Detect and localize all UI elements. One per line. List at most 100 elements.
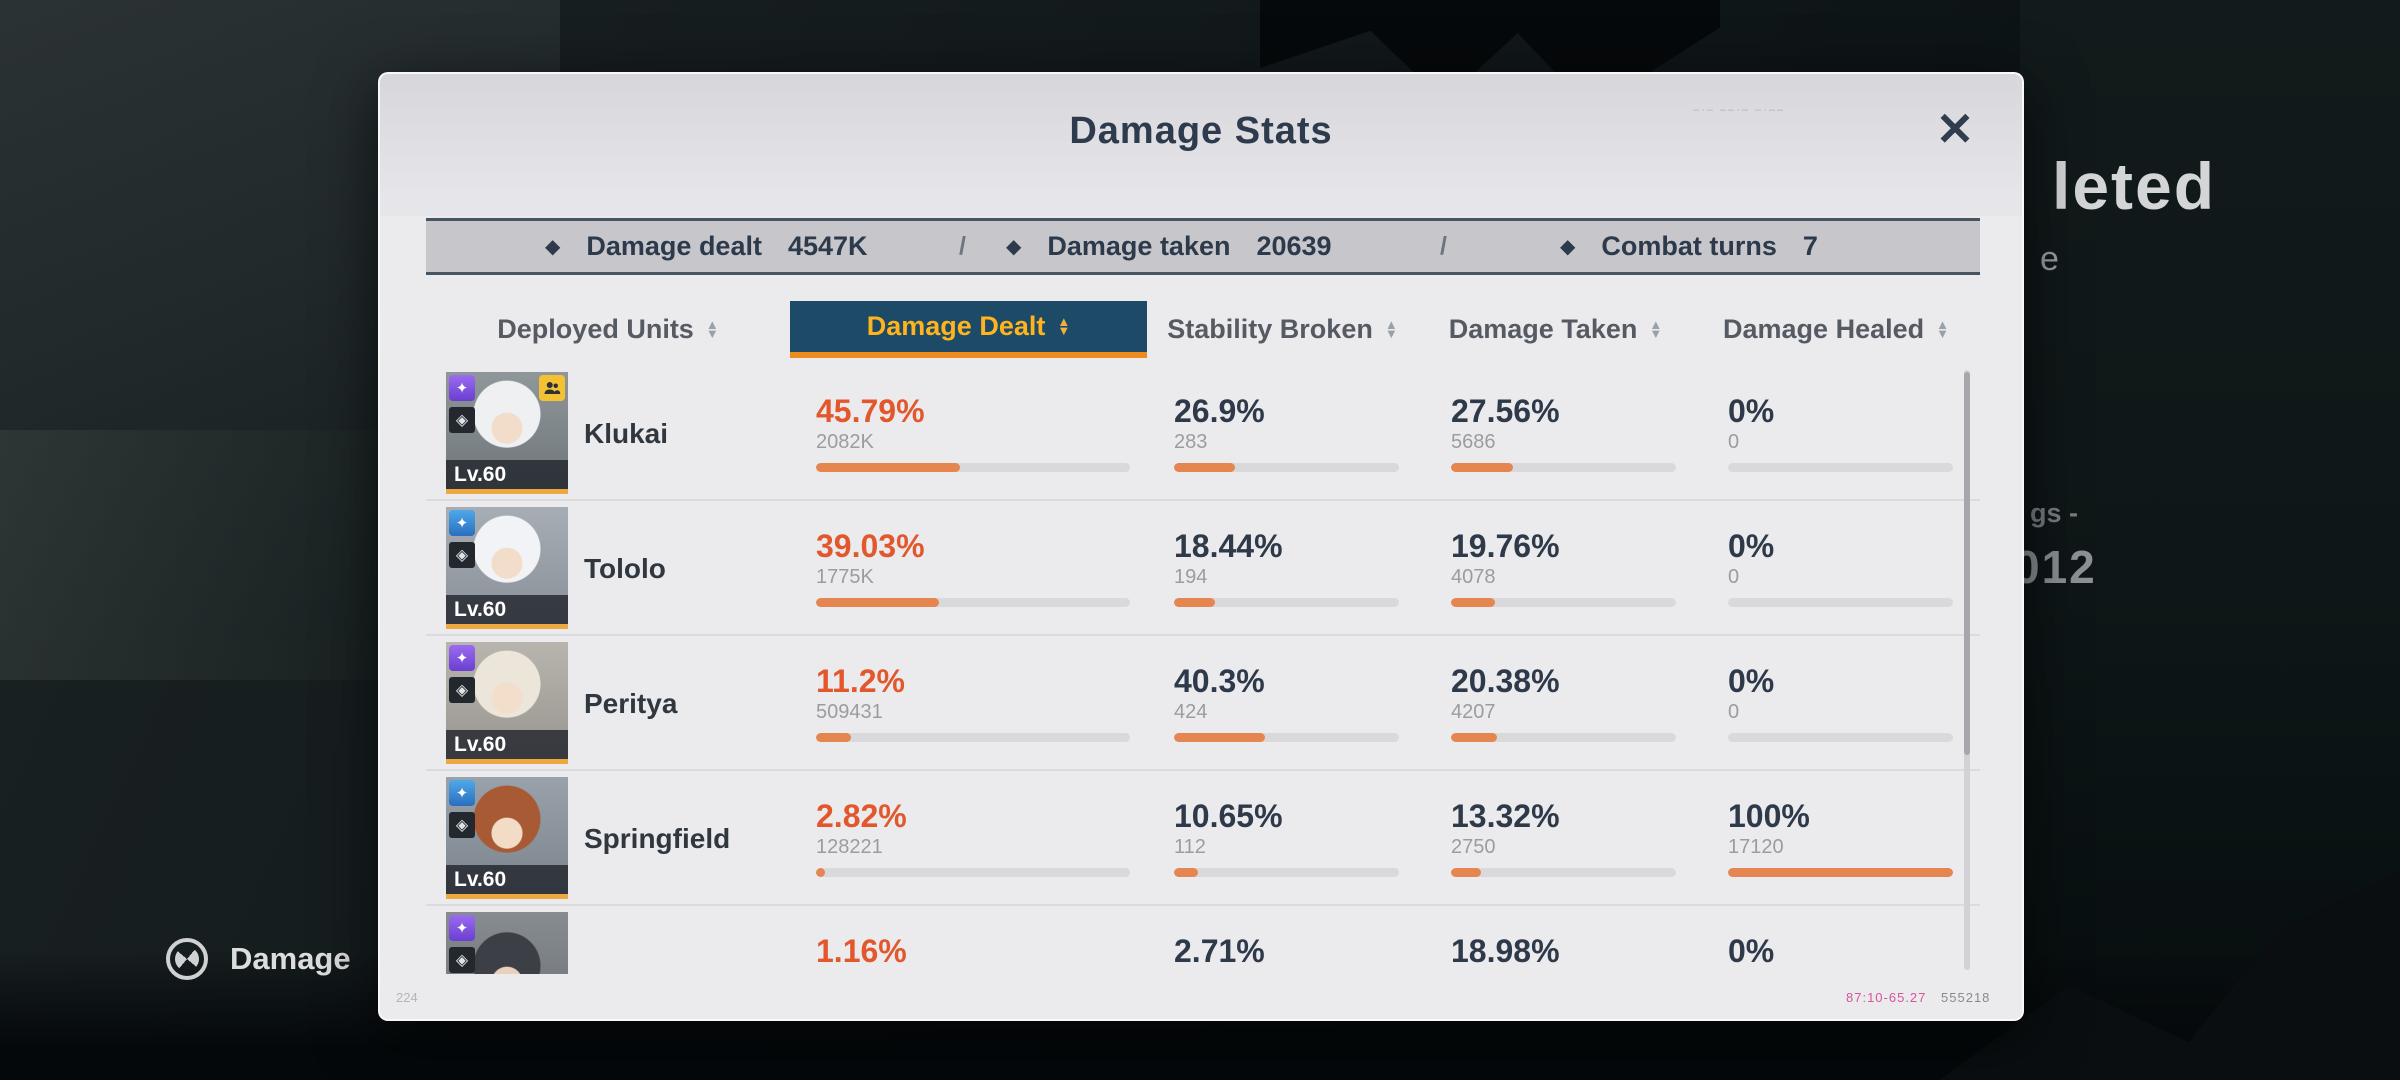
diamond-icon: ◆ bbox=[1560, 236, 1576, 258]
stat-damage-dealt: 1.16% bbox=[816, 906, 1130, 974]
stat-percent: 18.98% bbox=[1451, 933, 1560, 970]
element-icon: ✦ bbox=[449, 645, 475, 671]
stat-damage-dealt: 39.03% 1775K bbox=[816, 501, 1130, 636]
element-icon: ✦ bbox=[449, 915, 475, 941]
stat-stability-broken: 2.71% bbox=[1174, 906, 1399, 974]
stat-value: 4207 bbox=[1451, 701, 1496, 724]
stat-damage-taken: 13.32% 2750 bbox=[1451, 771, 1676, 906]
skill-icon: ◈ bbox=[449, 947, 475, 973]
modal-footer: 224 87:10-65.27 555218 bbox=[380, 974, 2022, 1021]
progress-bar bbox=[1451, 463, 1676, 473]
stat-damage-healed: 0% 0 bbox=[1728, 501, 1953, 636]
stat-percent: 40.3% bbox=[1174, 662, 1265, 699]
progress-fill bbox=[1451, 733, 1497, 743]
stat-stability-broken: 18.44% 194 bbox=[1174, 501, 1399, 636]
progress-bar bbox=[1728, 868, 1953, 878]
stat-value: 112 bbox=[1174, 836, 1206, 859]
stat-value: 424 bbox=[1174, 701, 1208, 724]
stat-value: 5686 bbox=[1451, 431, 1496, 454]
background-art bbox=[0, 430, 430, 680]
diamond-icon: ◆ bbox=[1006, 236, 1022, 258]
sort-icon: ▲ ▼ bbox=[1936, 317, 1949, 341]
stat-damage-healed: 0% 0 bbox=[1728, 366, 1953, 501]
tab-label: Damage Healed bbox=[1723, 314, 1925, 344]
progress-fill bbox=[1728, 868, 1953, 878]
progress-bar bbox=[1728, 463, 1953, 473]
background-subtext: e bbox=[2040, 240, 2059, 278]
sort-icon: ▲ ▼ bbox=[705, 317, 719, 341]
stat-value: 283 bbox=[1174, 431, 1208, 454]
stat-stability-broken: 10.65% 112 bbox=[1174, 771, 1399, 906]
stat-percent: 0% bbox=[1728, 933, 1775, 970]
stat-percent: 2.71% bbox=[1174, 933, 1265, 970]
stat-percent: 11.2% bbox=[816, 662, 905, 699]
summary-label: Combat turns bbox=[1601, 231, 1777, 261]
table-row: ✦ ◈ Lv.60 1.16% 2.71% 18.98% bbox=[426, 906, 1980, 974]
level-badge: Lv.60 bbox=[446, 460, 568, 489]
progress-bar bbox=[1174, 868, 1399, 878]
support-units-icon bbox=[539, 375, 565, 401]
stat-value: 2082K bbox=[816, 431, 874, 454]
stat-value: 17120 bbox=[1728, 836, 1784, 859]
unit-avatar[interactable]: ✦ ◈ Lv.60 bbox=[446, 642, 568, 764]
progress-bar bbox=[1728, 733, 1953, 743]
unit-avatar[interactable]: ✦ ◈ Lv.60 bbox=[446, 912, 568, 974]
damage-stats-modal: Damage Stats –·– ––·– –·–– ✕ ◆ Damage de… bbox=[378, 72, 2024, 1021]
summary-damage-dealt: ◆ Damage dealt 4547K bbox=[545, 221, 868, 272]
progress-fill bbox=[1451, 463, 1513, 473]
stat-value: 194 bbox=[1174, 566, 1208, 589]
stat-percent: 2.82% bbox=[816, 797, 907, 834]
unit-avatar[interactable]: ✦ ◈ Lv.60 bbox=[446, 507, 568, 629]
stat-value: 128221 bbox=[816, 836, 883, 859]
scrollbar-thumb[interactable] bbox=[1964, 372, 1970, 755]
stat-percent: 18.44% bbox=[1174, 527, 1283, 564]
skill-icon: ◈ bbox=[449, 812, 475, 838]
level-badge: Lv.60 bbox=[446, 595, 568, 624]
tab-stability-broken[interactable]: Stability Broken ▲ ▼ bbox=[1147, 301, 1418, 358]
tab-deployed-units[interactable]: Deployed Units ▲ ▼ bbox=[426, 301, 790, 358]
level-badge: Lv.60 bbox=[446, 730, 568, 759]
background-art bbox=[2020, 0, 2400, 1080]
debug-text-gray: 555218 bbox=[1941, 990, 1991, 1005]
stat-percent: 39.03% bbox=[816, 527, 925, 564]
stat-damage-healed: 100% 17120 bbox=[1728, 771, 1953, 906]
unit-name: Springfield bbox=[584, 822, 731, 854]
fine-print: –·– ––·– –·–– bbox=[1693, 104, 1786, 116]
progress-bar bbox=[1451, 868, 1676, 878]
stat-percent: 0% bbox=[1728, 662, 1775, 699]
element-icon: ✦ bbox=[449, 780, 475, 806]
tab-damage-dealt[interactable]: Damage Dealt ▲ ▼ bbox=[790, 301, 1147, 358]
stat-percent: 1.16% bbox=[816, 933, 907, 970]
element-icon: ✦ bbox=[449, 510, 475, 536]
table-row: ✦ ◈ Lv.60 Klukai 45.79% 2082K 26.9% 283 bbox=[426, 366, 1980, 501]
stat-damage-dealt: 45.79% 2082K bbox=[816, 366, 1130, 501]
unit-avatar[interactable]: ✦ ◈ Lv.60 bbox=[446, 372, 568, 494]
summary-label: Damage taken bbox=[1047, 231, 1231, 261]
progress-bar bbox=[1728, 598, 1953, 608]
summary-bar: ◆ Damage dealt 4547K / ◆ Damage taken 20… bbox=[426, 218, 1980, 275]
progress-bar bbox=[1451, 733, 1676, 743]
close-icon: ✕ bbox=[1935, 103, 1975, 155]
summary-separator: / bbox=[1440, 232, 1447, 260]
tab-damage-healed[interactable]: Damage Healed ▲ ▼ bbox=[1693, 301, 1979, 358]
background-number: 012 bbox=[2014, 541, 2097, 593]
close-button[interactable]: ✕ bbox=[1926, 100, 1984, 158]
unit-avatar[interactable]: ✦ ◈ Lv.60 bbox=[446, 777, 568, 899]
stat-stability-broken: 40.3% 424 bbox=[1174, 636, 1399, 771]
skill-icon: ◈ bbox=[449, 677, 475, 703]
unit-name: Peritya bbox=[584, 687, 678, 719]
diamond-icon: ◆ bbox=[545, 236, 561, 258]
stat-value: 1775K bbox=[816, 566, 874, 589]
progress-fill bbox=[816, 733, 852, 743]
stat-damage-taken: 18.98% bbox=[1451, 906, 1676, 974]
debug-text-pink: 87:10-65.27 bbox=[1846, 990, 1927, 1005]
stat-value: 509431 bbox=[816, 701, 883, 724]
stat-damage-taken: 20.38% 4207 bbox=[1451, 636, 1676, 771]
tab-damage-taken[interactable]: Damage Taken ▲ ▼ bbox=[1418, 301, 1693, 358]
progress-fill bbox=[1174, 463, 1235, 473]
sort-icon: ▲ ▼ bbox=[1649, 317, 1663, 341]
stat-damage-healed: 0% 0 bbox=[1728, 636, 1953, 771]
stat-percent: 0% bbox=[1728, 392, 1775, 429]
progress-bar bbox=[816, 598, 1130, 608]
